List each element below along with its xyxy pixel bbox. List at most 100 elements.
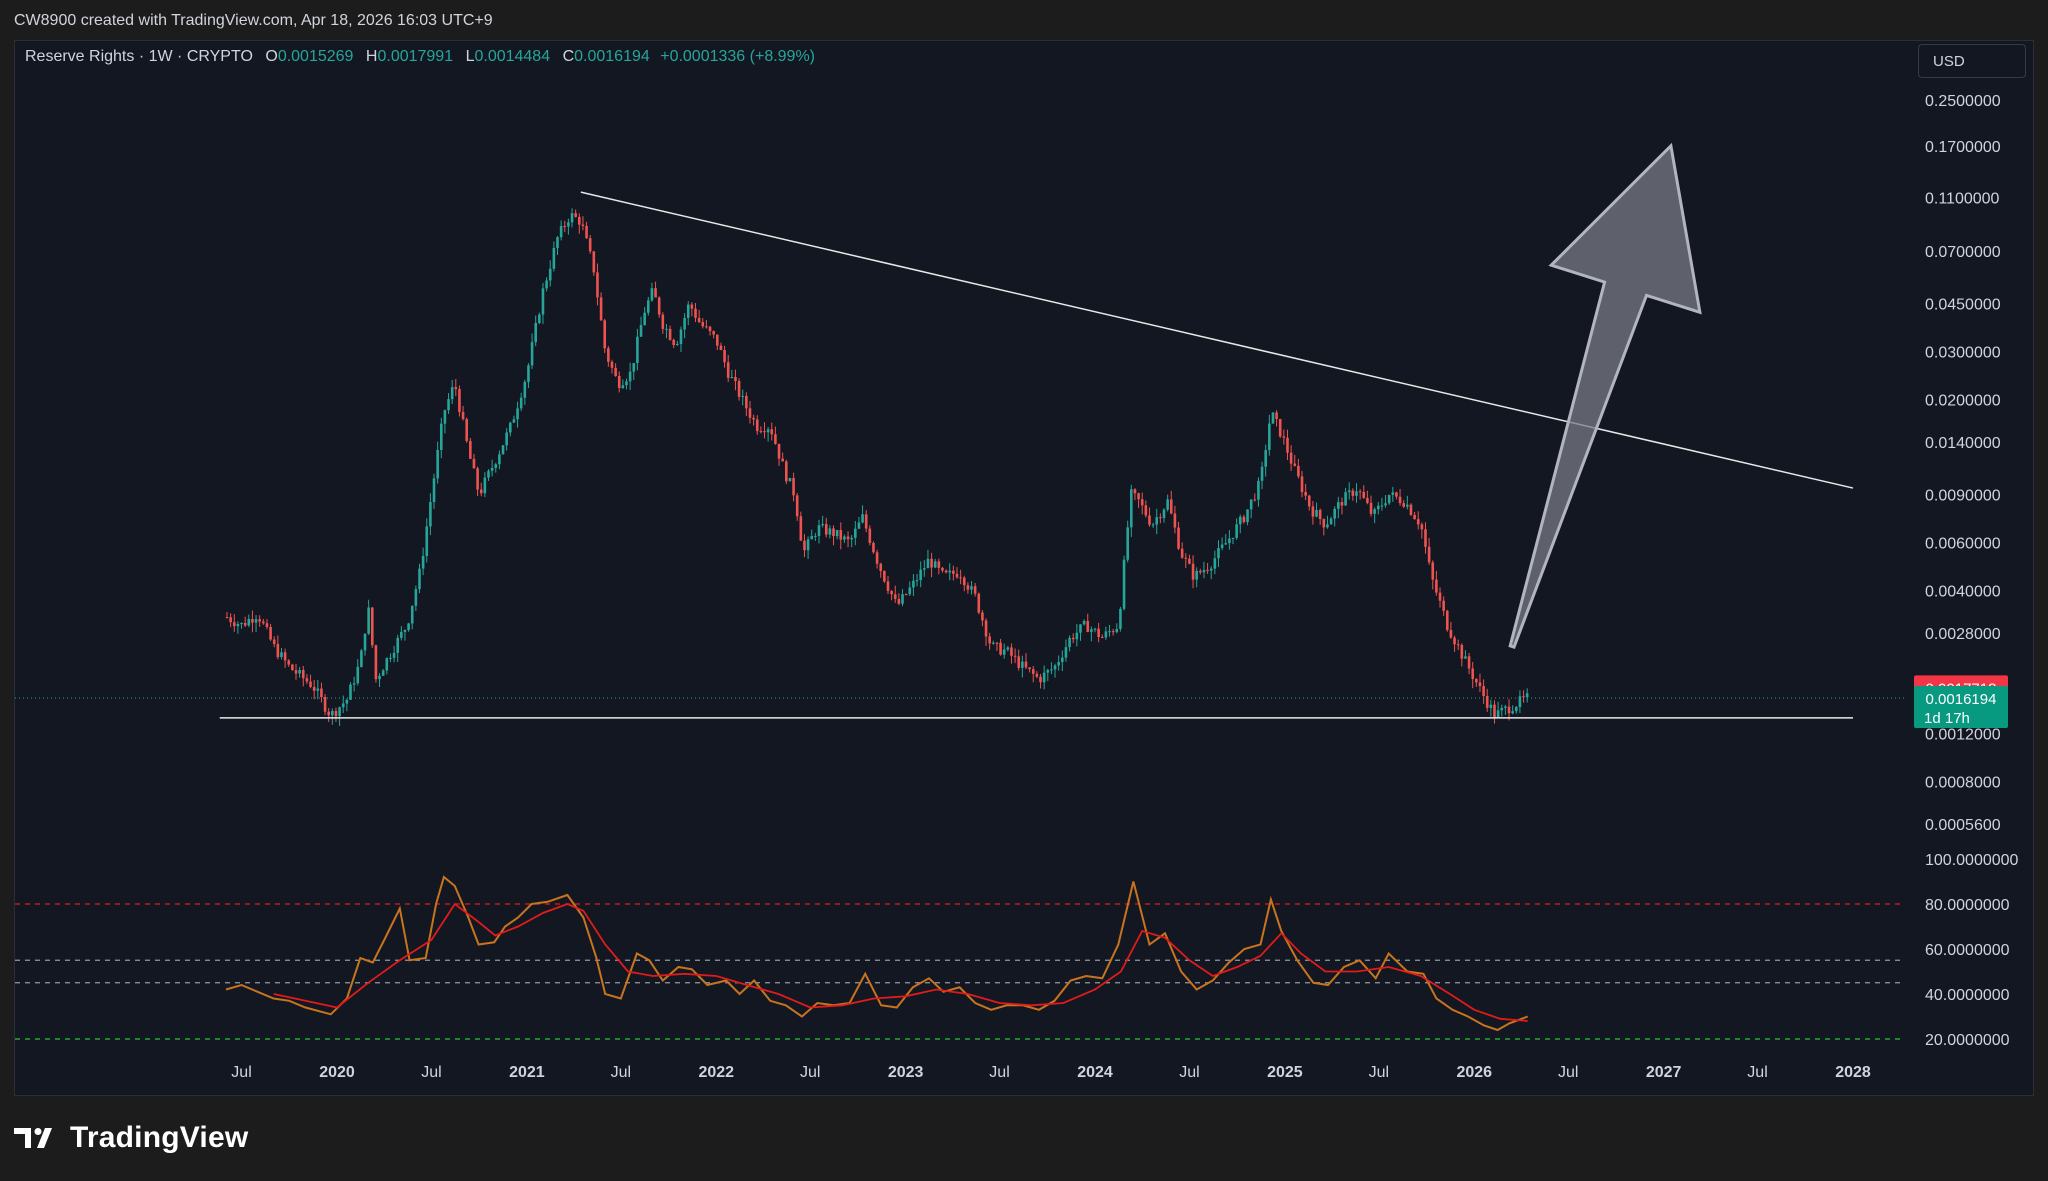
candle-body	[705, 326, 708, 328]
candle-body	[1268, 423, 1271, 451]
candle-body	[516, 408, 519, 420]
tradingview-logo[interactable]: TradingView	[14, 1118, 248, 1158]
price-axis-tick: 0.0040000	[1925, 584, 2001, 601]
open-label: O	[265, 48, 278, 65]
candle-body	[374, 645, 378, 680]
candle-body	[396, 637, 400, 653]
price-axis-tick: 0.1100000	[1925, 190, 2000, 207]
tradingview-logo-text: TradingView	[70, 1121, 249, 1154]
candle-body	[1431, 562, 1435, 580]
candle-body	[265, 623, 269, 628]
candle-body	[839, 530, 843, 540]
chart-panel[interactable]	[14, 40, 2034, 1096]
candle-body	[1322, 519, 1326, 528]
candle-body	[1224, 543, 1228, 545]
candle-body	[254, 619, 258, 623]
resistance-trendline[interactable]	[580, 191, 1854, 489]
candles-group	[225, 208, 1529, 726]
candle-body	[563, 226, 567, 228]
candle-body	[1017, 656, 1021, 668]
candle-body	[1064, 647, 1068, 658]
price-axis-tick: 0.0450000	[1925, 296, 2001, 313]
candle-body	[1333, 508, 1336, 519]
rsi-axis-tick: 40.0000000	[1925, 987, 2010, 1004]
candle-body	[454, 387, 458, 390]
time-axis-tick: 2022	[698, 1064, 734, 1081]
candle-body	[1362, 491, 1366, 498]
candle-body	[1228, 538, 1231, 544]
candle-body	[970, 586, 973, 590]
candle-body	[897, 598, 901, 604]
candle-body	[352, 683, 356, 685]
candle-body	[1042, 672, 1046, 683]
candle-body	[320, 688, 323, 698]
candle-body	[458, 389, 461, 413]
candle-body	[748, 408, 752, 418]
open-value: 0.0015269	[277, 48, 354, 65]
candle-body	[1496, 710, 1500, 718]
candle-body	[988, 636, 991, 644]
time-axis-tick: Jul	[231, 1064, 251, 1081]
candle-body	[247, 619, 251, 626]
candle-body	[686, 304, 690, 318]
candle-body	[1093, 628, 1097, 630]
rsi-axis-tick: 100.0000000	[1925, 852, 2019, 869]
candle-body	[410, 605, 414, 624]
time-axis-tick: Jul	[1179, 1064, 1199, 1081]
candle-body	[959, 577, 962, 579]
candle-body	[552, 248, 556, 269]
candle-body	[1424, 529, 1427, 547]
candle-body	[1024, 661, 1028, 668]
time-axis-tick: Jul	[800, 1064, 820, 1081]
candle-body	[519, 397, 523, 409]
candle-body	[792, 477, 795, 496]
candle-body	[1039, 676, 1042, 683]
candle-body	[712, 331, 715, 335]
candle-body	[570, 213, 574, 223]
tradingview-logo-icon	[14, 1128, 52, 1148]
candle-body	[1376, 505, 1380, 510]
candle-body	[1445, 610, 1449, 630]
candle-body	[403, 630, 407, 632]
candle-body	[291, 664, 294, 671]
candle-body	[243, 622, 247, 626]
candle-body	[1235, 524, 1238, 538]
rsi-moving-average-line	[273, 902, 1528, 1022]
candle-body	[443, 410, 447, 424]
chart-attribution: CW8900 created with TradingView.com, Apr…	[14, 12, 493, 29]
candle-body	[232, 622, 236, 627]
candle-body	[1253, 499, 1257, 501]
candle-body	[1137, 493, 1140, 500]
symbol-title[interactable]: Reserve Rights · 1W · CRYPTO	[25, 48, 253, 65]
candle-body	[1151, 524, 1155, 526]
candle-body	[955, 573, 959, 578]
candle-body	[1159, 517, 1162, 519]
candle-body	[995, 642, 999, 644]
candle-body	[614, 367, 617, 376]
candle-body	[952, 570, 955, 574]
projection-arrow[interactable]	[1508, 142, 1702, 649]
candle-body	[901, 594, 904, 604]
candle-body	[1366, 497, 1369, 503]
candle-body	[1315, 509, 1318, 517]
candle-body	[1482, 686, 1485, 697]
candle-body	[1347, 490, 1351, 493]
candle-body	[639, 325, 643, 337]
candle-body	[447, 399, 450, 411]
candle-body	[1402, 503, 1405, 507]
candle-body	[1475, 679, 1478, 683]
candle-body	[1293, 463, 1297, 466]
candle-body	[1413, 514, 1416, 520]
candle-body	[545, 280, 548, 289]
candle-body	[770, 429, 774, 435]
currency-button[interactable]: USD	[1918, 44, 2026, 78]
candle-body	[1373, 509, 1376, 514]
candle-body	[933, 561, 937, 568]
candle-body	[556, 237, 559, 249]
candle-body	[1391, 492, 1395, 495]
candle-body	[341, 703, 345, 708]
candle-body	[1384, 503, 1387, 506]
candle-body	[835, 530, 839, 537]
time-axis-tick: Jul	[989, 1064, 1009, 1081]
